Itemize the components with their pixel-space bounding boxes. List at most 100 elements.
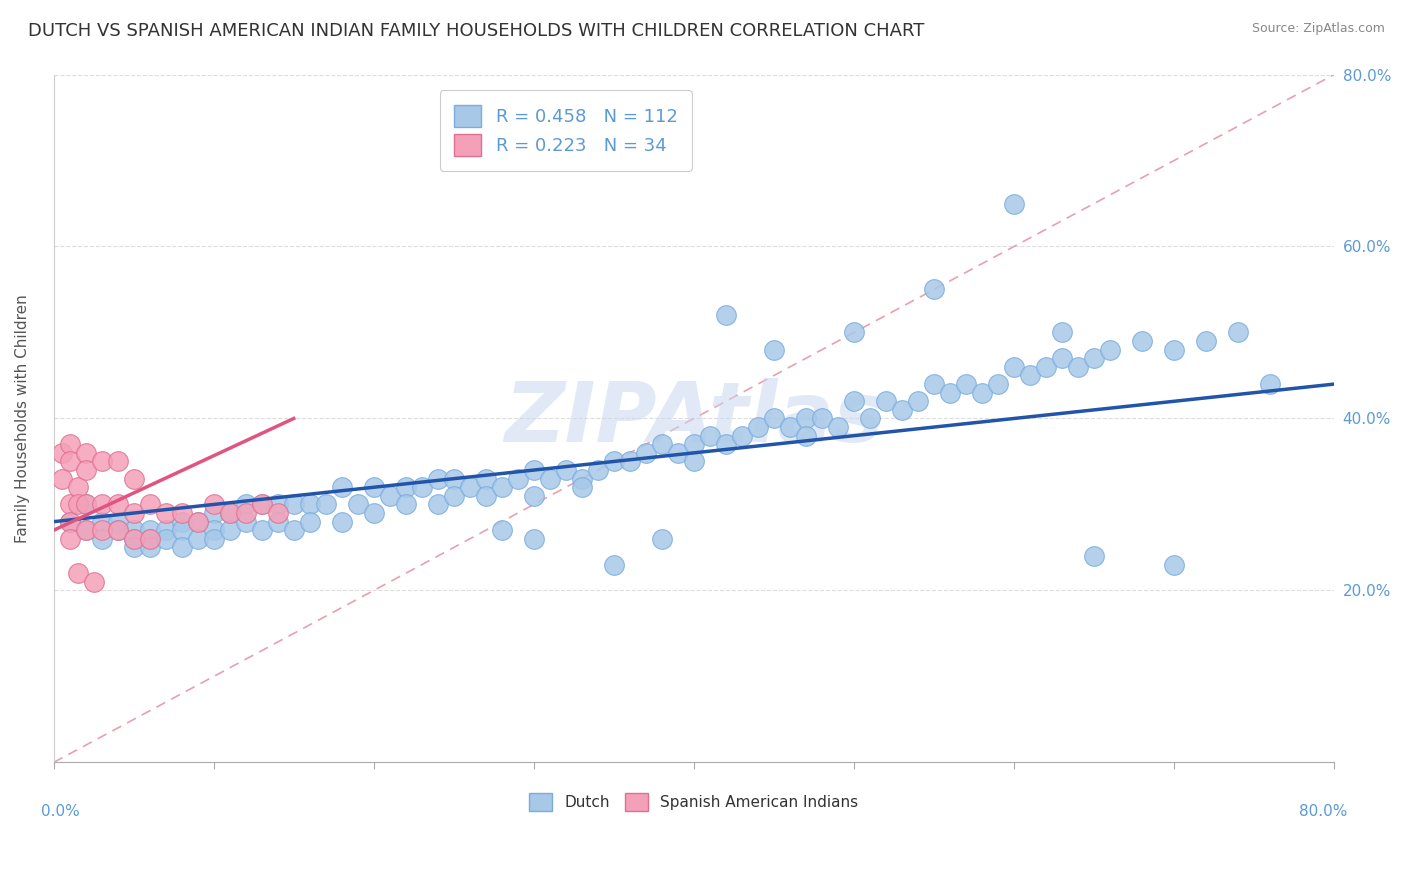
Point bbox=[363, 480, 385, 494]
Point bbox=[922, 377, 945, 392]
Point bbox=[651, 532, 673, 546]
Point bbox=[1163, 343, 1185, 357]
Point bbox=[426, 498, 449, 512]
Point bbox=[187, 532, 209, 546]
Point bbox=[51, 446, 73, 460]
Point bbox=[1050, 326, 1073, 340]
Point bbox=[138, 532, 160, 546]
Point bbox=[170, 523, 193, 537]
Point bbox=[683, 454, 706, 468]
Point bbox=[155, 523, 177, 537]
Point bbox=[138, 532, 160, 546]
Point bbox=[298, 498, 321, 512]
Point bbox=[66, 480, 89, 494]
Point bbox=[1035, 359, 1057, 374]
Point bbox=[794, 428, 817, 442]
Point bbox=[138, 523, 160, 537]
Point bbox=[571, 472, 593, 486]
Point bbox=[202, 498, 225, 512]
Point bbox=[83, 574, 105, 589]
Point bbox=[170, 515, 193, 529]
Point bbox=[523, 489, 546, 503]
Point bbox=[122, 532, 145, 546]
Point bbox=[107, 498, 129, 512]
Point bbox=[619, 454, 641, 468]
Point bbox=[1258, 377, 1281, 392]
Point bbox=[330, 480, 353, 494]
Point bbox=[51, 472, 73, 486]
Point bbox=[762, 343, 785, 357]
Point bbox=[283, 523, 305, 537]
Point bbox=[939, 385, 962, 400]
Legend: Dutch, Spanish American Indians: Dutch, Spanish American Indians bbox=[517, 780, 870, 823]
Point bbox=[731, 428, 754, 442]
Point bbox=[59, 532, 82, 546]
Point bbox=[1050, 351, 1073, 366]
Text: ZIPAtlas: ZIPAtlas bbox=[505, 378, 883, 459]
Point bbox=[122, 472, 145, 486]
Point bbox=[90, 532, 112, 546]
Point bbox=[107, 523, 129, 537]
Point bbox=[747, 420, 769, 434]
Point bbox=[475, 472, 498, 486]
Point bbox=[875, 394, 897, 409]
Point bbox=[267, 515, 290, 529]
Point bbox=[75, 498, 97, 512]
Point bbox=[250, 498, 273, 512]
Point bbox=[970, 385, 993, 400]
Point bbox=[66, 566, 89, 581]
Point bbox=[122, 523, 145, 537]
Point bbox=[250, 498, 273, 512]
Point bbox=[218, 506, 240, 520]
Point bbox=[90, 498, 112, 512]
Point bbox=[891, 403, 914, 417]
Point bbox=[1227, 326, 1250, 340]
Point bbox=[235, 506, 257, 520]
Point bbox=[714, 437, 737, 451]
Point bbox=[75, 523, 97, 537]
Point bbox=[1067, 359, 1090, 374]
Point bbox=[75, 463, 97, 477]
Point bbox=[859, 411, 882, 425]
Point bbox=[506, 472, 529, 486]
Point bbox=[267, 498, 290, 512]
Point bbox=[699, 428, 721, 442]
Point bbox=[107, 454, 129, 468]
Point bbox=[779, 420, 801, 434]
Point bbox=[59, 454, 82, 468]
Point bbox=[1083, 351, 1105, 366]
Point bbox=[827, 420, 849, 434]
Point bbox=[107, 523, 129, 537]
Point bbox=[762, 411, 785, 425]
Point bbox=[491, 523, 513, 537]
Point bbox=[90, 515, 112, 529]
Point bbox=[315, 498, 337, 512]
Point bbox=[987, 377, 1010, 392]
Point bbox=[634, 446, 657, 460]
Point bbox=[586, 463, 609, 477]
Point bbox=[523, 532, 546, 546]
Y-axis label: Family Households with Children: Family Households with Children bbox=[15, 294, 30, 543]
Point bbox=[603, 558, 626, 572]
Point bbox=[90, 523, 112, 537]
Point bbox=[122, 506, 145, 520]
Point bbox=[395, 480, 418, 494]
Point bbox=[603, 454, 626, 468]
Point bbox=[714, 308, 737, 322]
Point bbox=[202, 532, 225, 546]
Text: Source: ZipAtlas.com: Source: ZipAtlas.com bbox=[1251, 22, 1385, 36]
Point bbox=[218, 506, 240, 520]
Point bbox=[75, 523, 97, 537]
Point bbox=[122, 532, 145, 546]
Point bbox=[1099, 343, 1122, 357]
Point bbox=[1163, 558, 1185, 572]
Text: 0.0%: 0.0% bbox=[41, 804, 80, 819]
Point bbox=[66, 498, 89, 512]
Point bbox=[250, 523, 273, 537]
Point bbox=[75, 498, 97, 512]
Point bbox=[1002, 196, 1025, 211]
Point bbox=[59, 498, 82, 512]
Point bbox=[59, 515, 82, 529]
Point bbox=[554, 463, 576, 477]
Point bbox=[90, 454, 112, 468]
